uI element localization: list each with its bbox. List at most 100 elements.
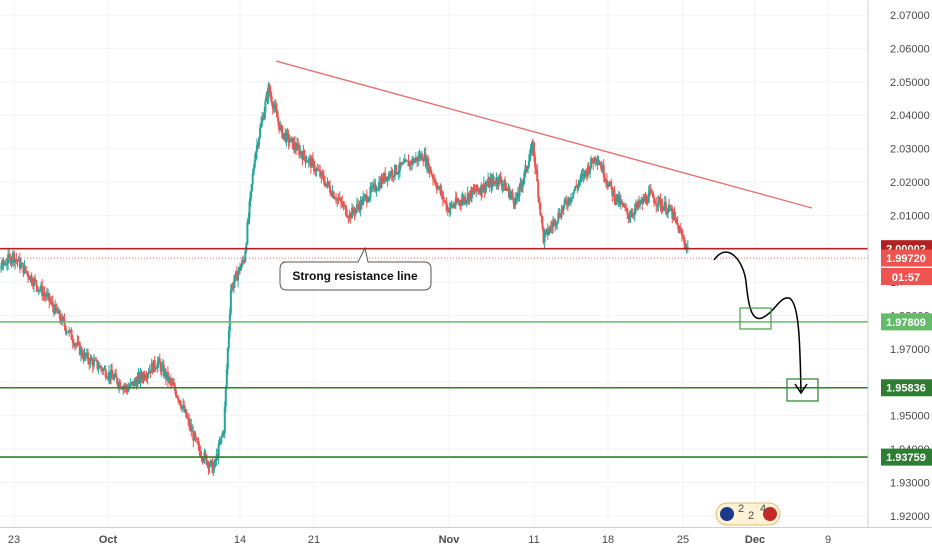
candle-body [646, 202, 649, 204]
candle-body [445, 201, 448, 211]
events-badge[interactable]: 2 2 4 [715, 502, 781, 526]
candle-body [61, 316, 64, 323]
candle-body [395, 165, 398, 174]
candle-body [591, 158, 594, 163]
candle-body [117, 383, 120, 387]
candle-body [379, 182, 382, 188]
candle-body [348, 213, 351, 219]
candle-body [534, 156, 537, 168]
candle-body [414, 157, 417, 161]
candle-body [315, 168, 318, 172]
candle-body [355, 204, 358, 209]
candle-body [605, 180, 608, 184]
candle-body [130, 382, 133, 384]
candle-body [439, 186, 442, 194]
candle-body [82, 356, 85, 360]
candle-body [403, 159, 406, 163]
candle-body [158, 358, 161, 364]
candle-body [448, 208, 451, 213]
candle-body [349, 213, 352, 219]
candle-body [223, 406, 226, 434]
candle-body [76, 341, 79, 345]
candle-body [36, 285, 39, 291]
price-tag [881, 448, 932, 466]
candle-body [164, 370, 167, 379]
candle-body [210, 460, 213, 462]
x-tick-label: 21 [308, 534, 320, 546]
candle-body [159, 363, 162, 372]
candle-body [156, 361, 159, 368]
candle-body [227, 331, 230, 349]
candle-body [48, 293, 51, 302]
candle-body [91, 360, 94, 367]
candle-body [419, 154, 422, 159]
candle-body [298, 146, 301, 155]
candle-body [650, 192, 653, 194]
candle-body [173, 385, 175, 387]
candle-body [336, 198, 339, 201]
candle-body [541, 216, 544, 228]
candle-body [94, 359, 97, 361]
candle-body [367, 200, 369, 203]
candle-body [152, 359, 155, 373]
candle-body [242, 260, 245, 262]
candle-body [248, 201, 251, 218]
candle-body [595, 159, 598, 162]
candle-body [504, 180, 507, 191]
x-tick-label: 9 [825, 534, 831, 546]
x-tick-label: 18 [602, 534, 614, 546]
candle-body [600, 165, 603, 172]
candle-body [125, 385, 128, 389]
candle-body [418, 155, 421, 159]
candle-body [313, 161, 315, 172]
resistance-trendline[interactable] [275, 60, 813, 209]
candle-body [41, 285, 44, 297]
candle-body [526, 168, 529, 171]
candle-body [84, 353, 87, 357]
candle-body [500, 182, 503, 187]
candle-body [618, 195, 621, 205]
candle-body [416, 157, 419, 162]
candle-body [47, 293, 50, 295]
candle-body [32, 278, 35, 286]
candle-body [0, 267, 3, 269]
candle-body [236, 272, 239, 281]
candle-body [55, 304, 58, 310]
candle-body [163, 370, 166, 377]
candle-body [566, 204, 569, 206]
candle-body [83, 353, 86, 360]
candle-body [92, 360, 95, 367]
candle-body [74, 344, 77, 346]
candle-body [496, 178, 499, 184]
candle-body [523, 170, 526, 178]
candle-body [550, 227, 553, 229]
candle-body [133, 380, 136, 387]
candle-body [328, 185, 331, 193]
candle-body [38, 289, 41, 291]
candle-body [297, 143, 300, 147]
y-tick-label: 2.06000 [890, 43, 930, 55]
candle-body [544, 230, 547, 234]
candle-body [35, 280, 38, 286]
candle-body [509, 194, 512, 199]
candle-body [121, 388, 124, 390]
candle-body [443, 199, 446, 201]
candle-body [4, 263, 7, 266]
candle-body [182, 405, 185, 407]
resistance-callout[interactable]: Strong resistance line [279, 246, 432, 291]
y-tick-label: 1.93000 [890, 477, 930, 489]
candle-body [576, 186, 579, 188]
candle-body [603, 177, 606, 181]
candle-body [168, 377, 171, 380]
candle-body [557, 212, 560, 222]
candle-body [149, 370, 152, 373]
candle-body [630, 213, 633, 217]
candle-body [69, 330, 72, 332]
candle-body [631, 213, 634, 215]
candle-body [401, 162, 404, 165]
candle-body [648, 189, 651, 193]
candle-body [615, 194, 618, 200]
candle-body [126, 388, 129, 392]
candle-body [672, 211, 675, 219]
